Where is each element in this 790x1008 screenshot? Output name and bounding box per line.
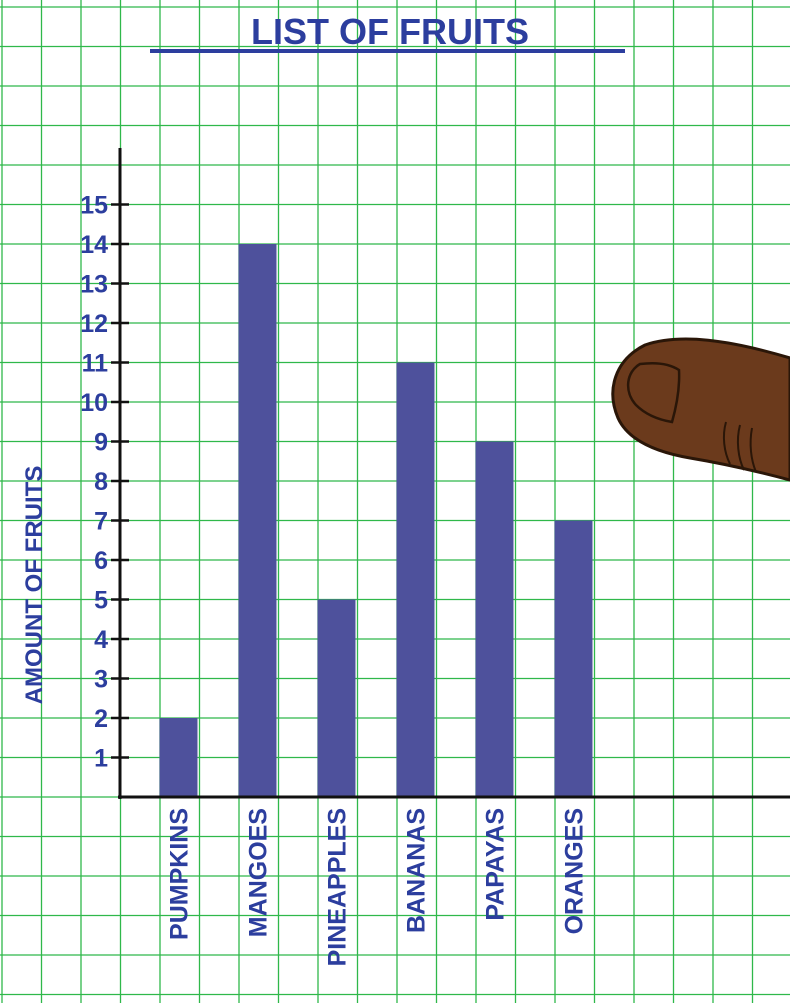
y-tick-label: 2 [94,705,108,733]
finger-shape [611,337,790,482]
y-axis-label: AMOUNT OF FRUITS [21,466,48,705]
bar-bananas [396,362,435,797]
y-tick-label: 6 [94,547,108,575]
y-tick-label: 4 [94,626,108,654]
pointing-finger-icon [611,337,790,482]
knuckle-crease-3 [749,427,757,473]
chart-title: LIST OF FRUITS [251,11,529,52]
y-tick-label: 7 [94,508,108,536]
x-tick-label: BANANAS [403,808,431,933]
bar-mangoes [238,244,277,797]
y-tick-label: 10 [80,389,108,417]
y-tick-label: 1 [94,745,108,773]
y-tick-label: 11 [82,350,109,378]
y-tick-label: 9 [94,429,108,457]
bars-group [159,244,593,797]
bar-pumpkins [159,718,198,797]
x-tick-label: MANGOES [245,808,273,937]
y-tick-label: 14 [80,231,108,259]
knuckle-crease-2 [736,424,745,471]
x-tick-label: ORANGES [561,808,589,934]
bar-pineapples [317,599,356,797]
x-labels-group: PUMPKINS MANGOES PINEAPPLES BANANAS PAPAYAS O… [166,808,589,966]
fingernail [627,362,681,424]
y-tick-label: 3 [94,666,108,694]
y-tick-label: 13 [80,271,108,299]
x-tick-label: PAPAYAS [482,808,510,921]
bar-papayas [475,441,514,797]
y-tick-label: 15 [80,192,108,220]
bar-oranges [554,520,593,797]
y-tick-label: 12 [80,310,108,338]
y-tick-label: 8 [94,468,108,496]
x-tick-label: PUMPKINS [166,808,194,940]
x-tick-label: PINEAPPLES [324,808,352,966]
knuckle-crease-1 [722,421,731,465]
y-tick-label: 5 [94,587,108,615]
